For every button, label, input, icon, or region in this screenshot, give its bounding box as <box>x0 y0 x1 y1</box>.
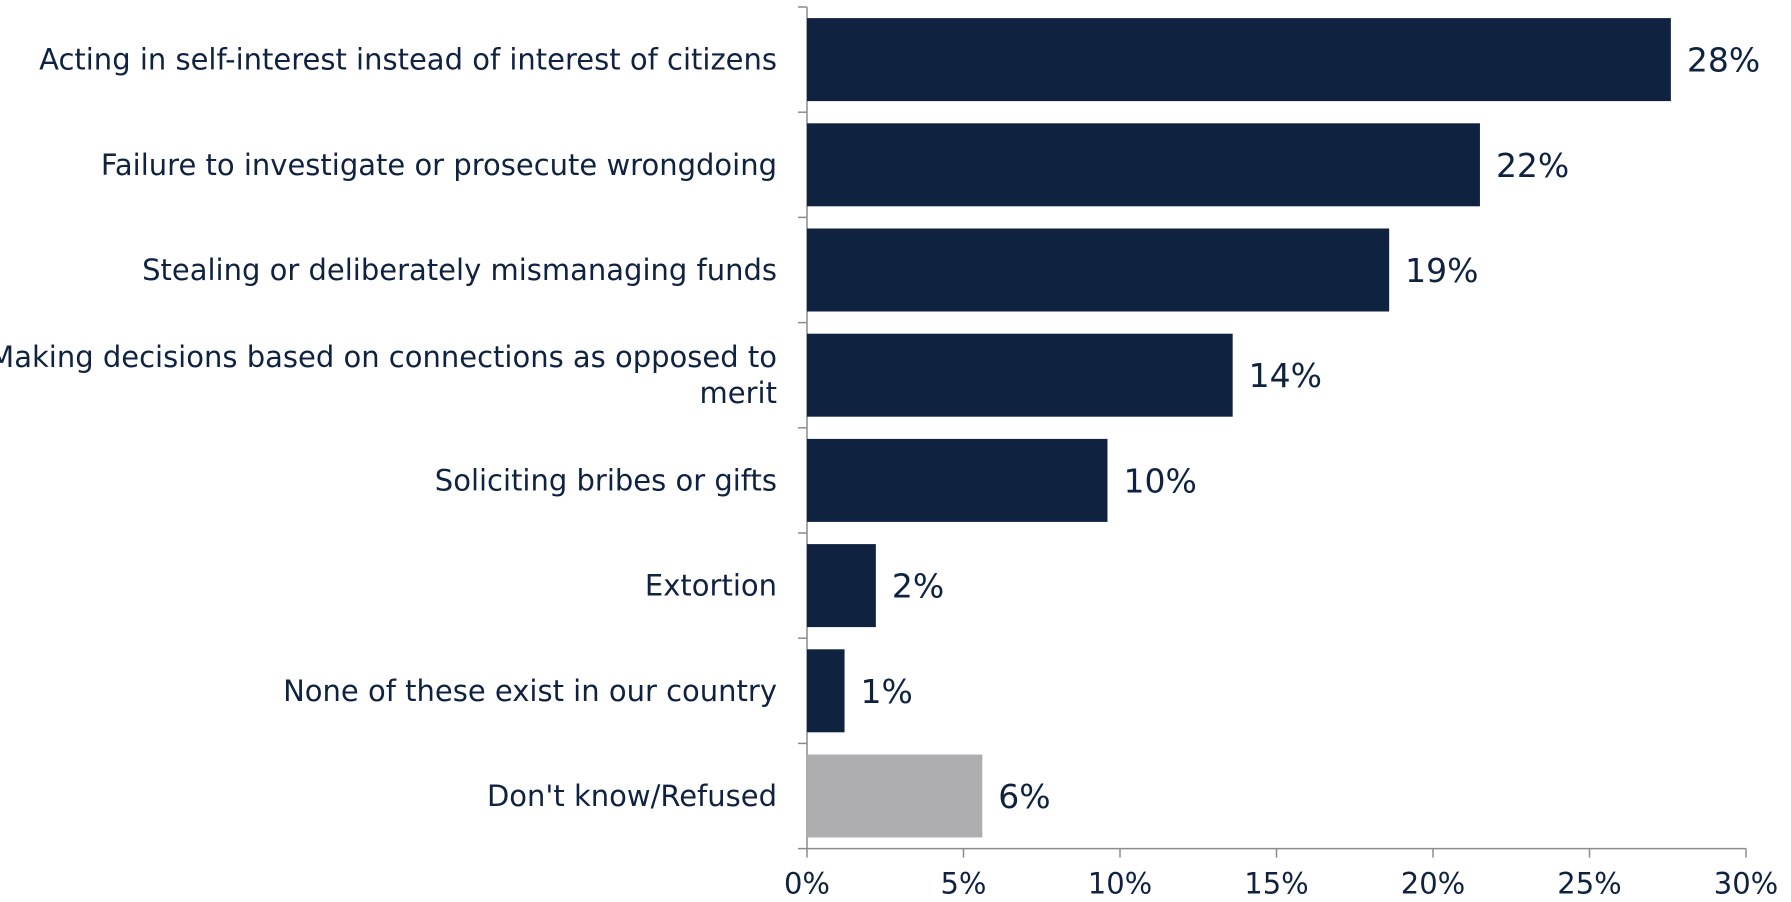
category-label: Soliciting bribes or gifts <box>435 463 777 497</box>
category-label: Extortion <box>645 569 777 603</box>
category-label: Stealing or deliberately mismanaging fun… <box>142 253 777 287</box>
category-label: Acting in self-interest instead of inter… <box>39 43 777 77</box>
bar <box>807 228 1390 312</box>
bar <box>807 438 1108 522</box>
data-label: 1% <box>861 672 913 711</box>
data-label: 19% <box>1405 251 1478 290</box>
x-tick-label: 30% <box>1714 867 1778 901</box>
data-label: 10% <box>1123 461 1196 500</box>
x-tick-label: 10% <box>1088 867 1152 901</box>
bar <box>807 649 845 733</box>
category-label: Don't know/Refused <box>487 779 777 813</box>
bar <box>807 754 983 838</box>
data-label: 14% <box>1249 356 1322 395</box>
category-label: None of these exist in our country <box>283 674 777 708</box>
x-tick-label: 25% <box>1557 867 1621 901</box>
bar <box>807 544 876 628</box>
data-label: 22% <box>1496 146 1569 185</box>
x-tick-label: 20% <box>1401 867 1465 901</box>
category-label: Making decisions based on connections as… <box>0 340 777 374</box>
category-label: merit <box>700 376 777 410</box>
data-label: 2% <box>892 567 944 606</box>
bar <box>807 18 1671 102</box>
x-tick-label: 5% <box>940 867 986 901</box>
x-tick-label: 0% <box>784 867 830 901</box>
bar <box>807 333 1233 417</box>
data-label: 6% <box>998 777 1050 816</box>
bar <box>807 123 1480 207</box>
data-label: 28% <box>1687 41 1760 80</box>
x-tick-label: 15% <box>1244 867 1308 901</box>
category-label: Failure to investigate or prosecute wron… <box>101 148 777 182</box>
